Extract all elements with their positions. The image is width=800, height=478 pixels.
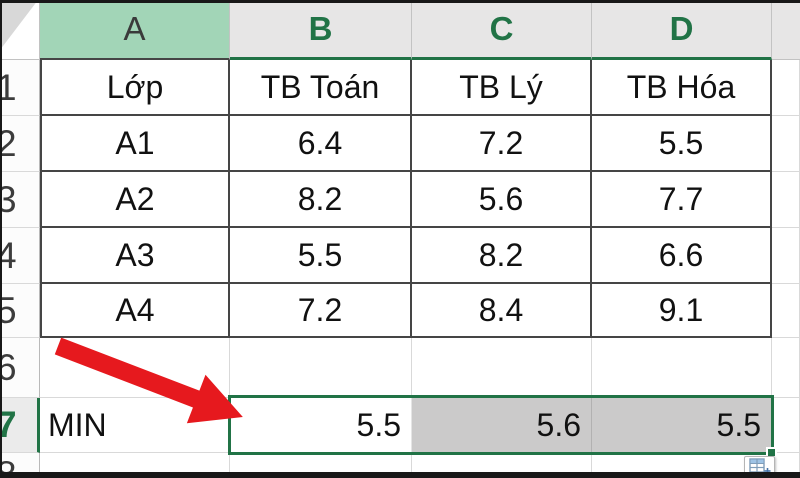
cell-D3[interactable]: 7.7 <box>592 172 772 228</box>
cell-B5[interactable]: 7.2 <box>230 284 412 338</box>
row-header-8[interactable]: 8 <box>0 453 40 472</box>
row-header-4[interactable]: 4 <box>0 228 40 284</box>
cell-A7[interactable]: MIN <box>40 398 230 453</box>
cell-A8[interactable] <box>40 453 230 472</box>
column-letter: A <box>123 10 146 47</box>
cell-E7[interactable] <box>772 398 800 453</box>
cell-E3[interactable] <box>772 172 800 228</box>
cell-C6[interactable] <box>412 338 592 398</box>
cell-C5[interactable]: 8.4 <box>412 284 592 338</box>
cell-D1[interactable]: TB Hóa <box>592 60 772 116</box>
cell-E5[interactable] <box>772 284 800 338</box>
cell-A4[interactable]: A3 <box>40 228 230 284</box>
cell-B8[interactable] <box>230 453 412 472</box>
column-header-C[interactable]: C <box>412 0 592 60</box>
cell-D6[interactable] <box>592 338 772 398</box>
cell-A5[interactable]: A4 <box>40 284 230 338</box>
cell-D7-selected[interactable]: 5.5 <box>592 398 772 453</box>
cell-A3[interactable]: A2 <box>40 172 230 228</box>
cell-B3[interactable]: 8.2 <box>230 172 412 228</box>
cell-C7-selected[interactable]: 5.6 <box>412 398 592 453</box>
row-header-3[interactable]: 3 <box>0 172 40 228</box>
row-header-1[interactable]: 1 <box>0 60 40 116</box>
cell-D4[interactable]: 6.6 <box>592 228 772 284</box>
cell-E2[interactable] <box>772 116 800 172</box>
row-header-5[interactable]: 5 <box>0 284 40 338</box>
column-letter: D <box>669 9 694 47</box>
column-header-A[interactable]: A <box>40 0 230 60</box>
column-header-D[interactable]: D <box>592 0 772 60</box>
cell-E1[interactable] <box>772 60 800 116</box>
cell-C1[interactable]: TB Lý <box>412 60 592 116</box>
select-all-triangle-icon <box>0 0 38 50</box>
row-header-2[interactable]: 2 <box>0 116 40 172</box>
cell-E4[interactable] <box>772 228 800 284</box>
row-header-7[interactable]: 7 <box>0 398 40 453</box>
cell-A1[interactable]: Lớp <box>40 60 230 116</box>
cell-B4[interactable]: 5.5 <box>230 228 412 284</box>
column-letter: C <box>489 9 514 47</box>
cell-B2[interactable]: 6.4 <box>230 116 412 172</box>
screenshot-top-border <box>0 0 800 3</box>
column-letter: B <box>308 9 333 47</box>
cell-C3[interactable]: 5.6 <box>412 172 592 228</box>
cell-D5[interactable]: 9.1 <box>592 284 772 338</box>
cell-A6[interactable] <box>40 338 230 398</box>
row-header-6[interactable]: 6 <box>0 338 40 398</box>
cell-A2[interactable]: A1 <box>40 116 230 172</box>
cell-C8[interactable] <box>412 453 592 472</box>
cell-E6[interactable] <box>772 338 800 398</box>
cell-C4[interactable]: 8.2 <box>412 228 592 284</box>
cell-B7-active[interactable]: 5.5 <box>230 398 412 453</box>
screenshot-bottom-border <box>0 472 800 478</box>
cell-B1[interactable]: TB Toán <box>230 60 412 116</box>
screenshot-left-border <box>0 0 2 472</box>
column-header-B[interactable]: B <box>230 0 412 60</box>
cell-B6[interactable] <box>230 338 412 398</box>
column-header-E-partial[interactable] <box>772 0 800 60</box>
select-all-button[interactable] <box>0 0 40 60</box>
cell-C2[interactable]: 7.2 <box>412 116 592 172</box>
cell-D2[interactable]: 5.5 <box>592 116 772 172</box>
